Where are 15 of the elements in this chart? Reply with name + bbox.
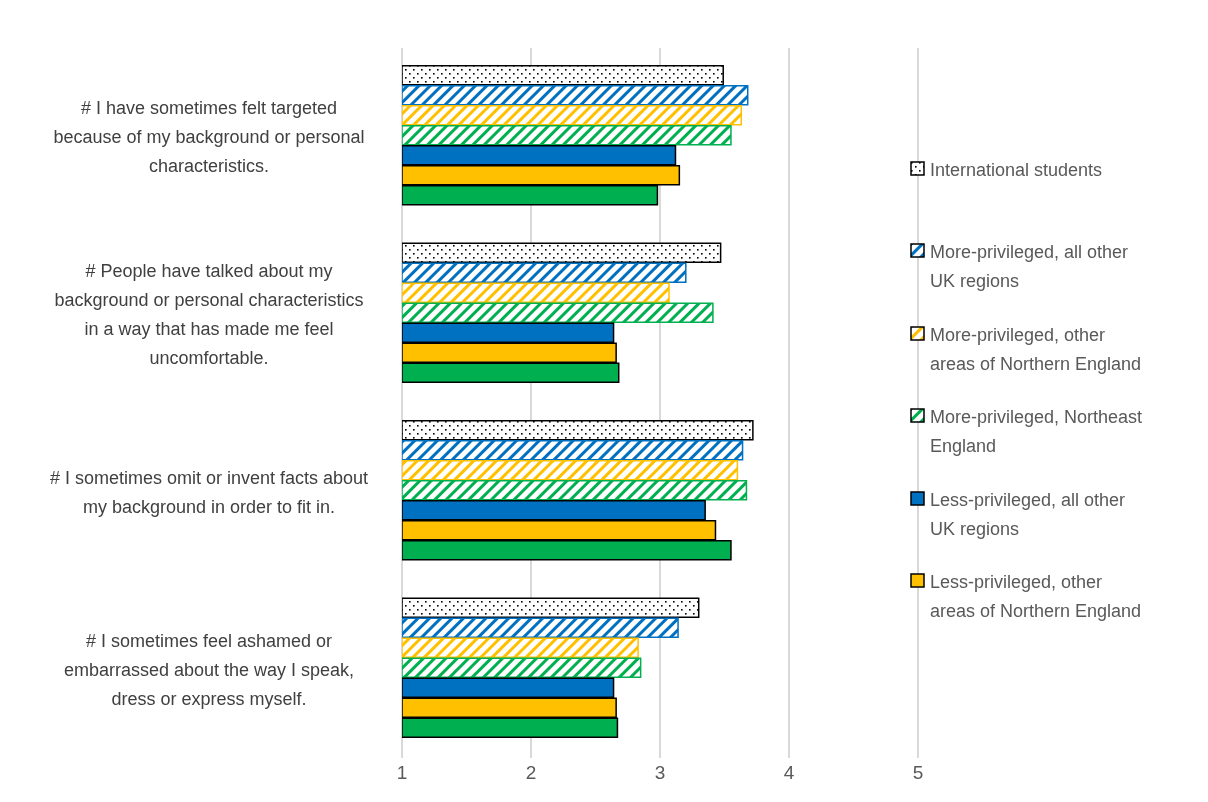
x-tick-label: 4: [783, 762, 795, 784]
legend-label: More-privileged, all other UK regions: [930, 241, 1130, 293]
x-tick-label: 2: [525, 762, 537, 784]
legend-label: Less-privileged, all other UK regions: [930, 488, 1127, 541]
x-tick-label: 1: [396, 762, 408, 784]
legend-label: More-privileged, other areas of Northern England: [930, 323, 1143, 376]
y-tick-label: # I have sometimes felt targeted because of my background or personal characteristics.: [53, 98, 365, 177]
y-tick-label: # People have talked about my background or personal characteristics in a way that has made me feel uncomfortable.: [54, 261, 364, 369]
y-tick-label: # I sometimes feel ashamed or embarrassed about the way I speak, dress or express myself.: [63, 630, 355, 709]
legend-label: Less-privileged, other areas of Northern England: [930, 571, 1143, 623]
legend-label: More-privileged, Northeast England: [930, 406, 1144, 458]
y-tick-label: # I sometimes omit or invent facts about my background in order to fit in.: [49, 467, 369, 517]
x-tick-label: 3: [654, 762, 666, 784]
legend-label: International students: [930, 158, 1104, 182]
x-tick-label: 5: [912, 762, 924, 784]
